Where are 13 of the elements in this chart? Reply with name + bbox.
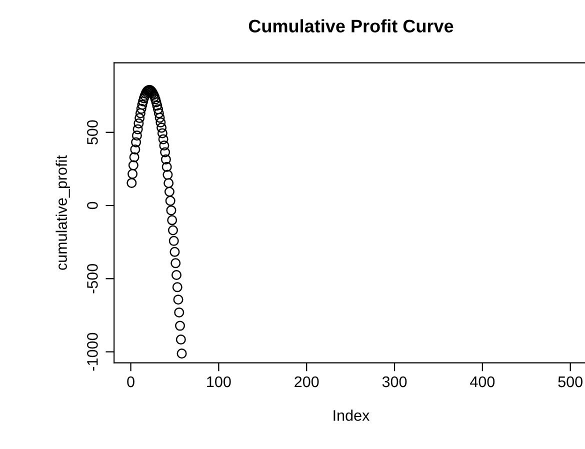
y-tick-label: -1000 bbox=[87, 332, 98, 371]
y-axis-title: cumulative_profit bbox=[56, 155, 70, 270]
y-tick-label: 500 bbox=[87, 120, 98, 144]
y-tick-label: 0 bbox=[87, 202, 98, 210]
y-tick-label: -500 bbox=[87, 264, 98, 294]
x-tick-label: 500 bbox=[558, 376, 582, 388]
x-axis-title: Index bbox=[334, 410, 370, 421]
chart-title: Cumulative Profit Curve bbox=[248, 19, 454, 32]
x-tick-label: 200 bbox=[294, 376, 319, 388]
x-tick-label: 100 bbox=[207, 376, 231, 388]
x-tick-label: 300 bbox=[382, 376, 407, 388]
x-tick-label: 0 bbox=[127, 376, 134, 388]
x-tick-label: 400 bbox=[470, 376, 495, 388]
